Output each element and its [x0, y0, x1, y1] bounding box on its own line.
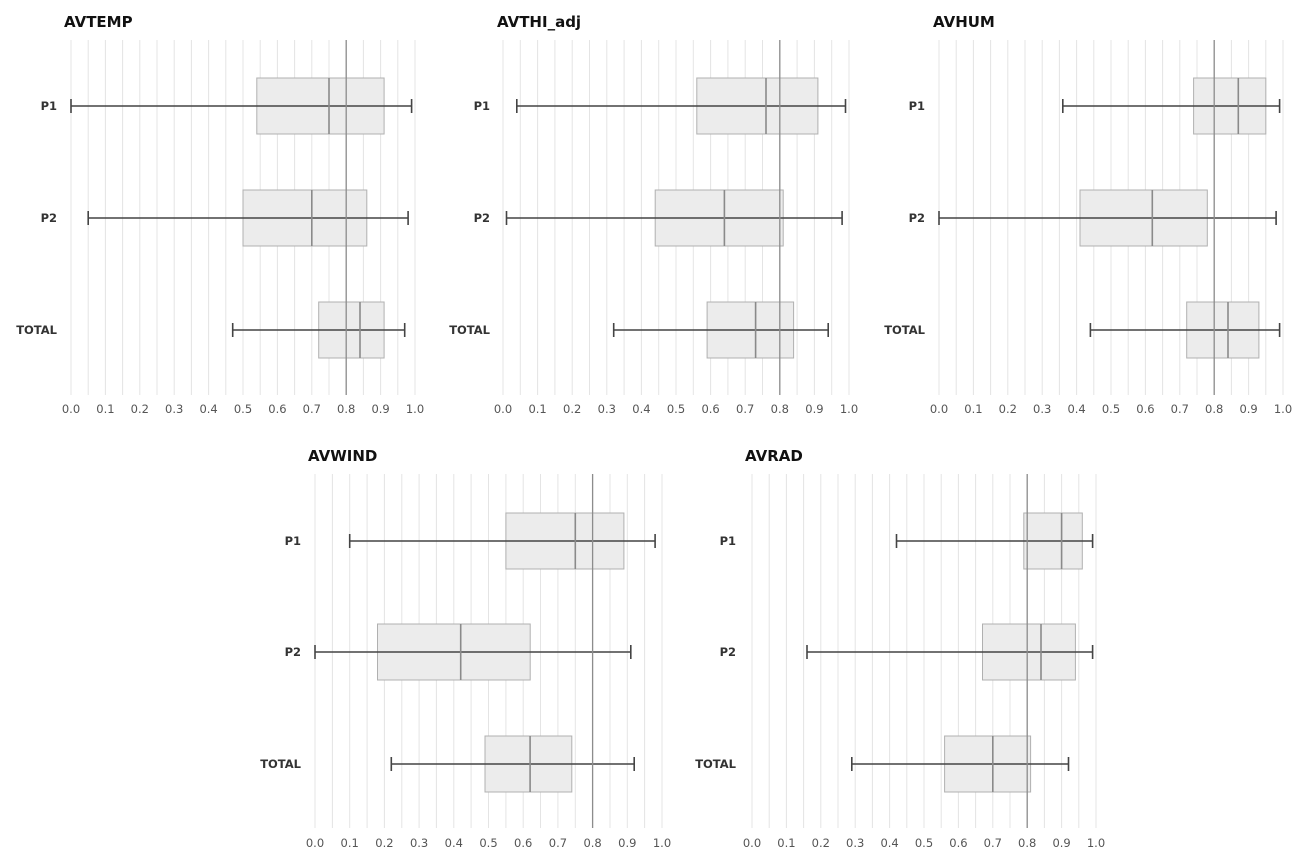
category-label: TOTAL — [260, 757, 301, 771]
tick-label: 0.5 — [1102, 402, 1120, 416]
tick-label: 0.9 — [618, 836, 636, 850]
tick-label: 0.1 — [341, 836, 359, 850]
tick-label: 0.9 — [805, 402, 823, 416]
tick-label: 0.1 — [964, 402, 982, 416]
panel-avtemp: AVTEMP 0.0 0.1 0.2 0.3 0.4 0.5 0.6 0.7 0.8 0.9 1.0 P… — [16, 13, 424, 416]
category-label: P1 — [285, 534, 301, 548]
x-axis-ticks: 0.0 0.1 0.2 0.3 0.4 0.5 0.6 0.7 0.8 0.9 1.0 — [930, 402, 1292, 416]
tick-label: 0.7 — [984, 836, 1002, 850]
tick-label: 0.0 — [494, 402, 512, 416]
tick-label: 0.4 — [199, 402, 217, 416]
tick-label: 0.2 — [563, 402, 581, 416]
panel-title: AVTHI_adj — [497, 13, 581, 31]
tick-label: 0.4 — [632, 402, 650, 416]
tick-label: 0.6 — [1136, 402, 1154, 416]
tick-label: 0.7 — [303, 402, 321, 416]
box-p1: P1 — [720, 513, 1093, 569]
tick-label: 0.8 — [1018, 836, 1036, 850]
category-label: P1 — [909, 99, 925, 113]
tick-label: 0.5 — [915, 836, 933, 850]
tick-label: 0.8 — [771, 402, 789, 416]
x-axis-ticks: 0.0 0.1 0.2 0.3 0.4 0.5 0.6 0.7 0.8 0.9 1.0 — [743, 836, 1105, 850]
x-axis-ticks: 0.0 0.1 0.2 0.3 0.4 0.5 0.6 0.7 0.8 0.9 1.0 — [494, 402, 858, 416]
panel-avwind: AVWIND 0.0 0.1 0.2 0.3 0.4 0.5 0.6 0.7 0.8 0.9 1.0 P… — [260, 447, 671, 850]
x-axis-ticks: 0.0 0.1 0.2 0.3 0.4 0.5 0.6 0.7 0.8 0.9 1.0 — [306, 836, 671, 850]
tick-label: 0.9 — [371, 402, 389, 416]
box-p2: P2 — [474, 190, 843, 246]
tick-label: 0.1 — [528, 402, 546, 416]
tick-label: 0.6 — [701, 402, 719, 416]
tick-label: 0.5 — [667, 402, 685, 416]
tick-label: 0.3 — [165, 402, 183, 416]
box-total: TOTAL — [884, 302, 1279, 358]
tick-label: 0.7 — [549, 836, 567, 850]
box-p2: P2 — [285, 624, 631, 680]
tick-label: 0.6 — [949, 836, 967, 850]
category-label: P2 — [41, 211, 57, 225]
category-label: P1 — [474, 99, 490, 113]
box-total: TOTAL — [260, 736, 634, 792]
tick-label: 0.5 — [234, 402, 252, 416]
box-p1: P1 — [285, 513, 656, 569]
tick-label: 0.7 — [736, 402, 754, 416]
tick-label: 0.0 — [306, 836, 324, 850]
tick-label: 0.4 — [445, 836, 463, 850]
tick-label: 0.0 — [743, 836, 761, 850]
panel-avhum: AVHUM 0.0 0.1 0.2 0.3 0.4 0.5 0.6 0.7 0.8 0.9 1.0 P1… — [884, 13, 1292, 416]
panel-avrad: AVRAD 0.0 0.1 0.2 0.3 0.4 0.5 0.6 0.7 0.8 0.9 1.0 P1… — [695, 447, 1105, 850]
box-total: TOTAL — [449, 302, 828, 358]
category-label: TOTAL — [16, 323, 57, 337]
tick-label: 1.0 — [653, 836, 671, 850]
tick-label: 0.2 — [999, 402, 1017, 416]
box-total: TOTAL — [695, 736, 1068, 792]
tick-label: 1.0 — [840, 402, 858, 416]
tick-label: 0.2 — [375, 836, 393, 850]
box-p1: P1 — [474, 78, 846, 134]
category-label: P2 — [720, 645, 736, 659]
tick-label: 0.9 — [1239, 402, 1257, 416]
category-label: TOTAL — [884, 323, 925, 337]
tick-label: 0.7 — [1171, 402, 1189, 416]
tick-label: 0.4 — [1067, 402, 1085, 416]
box-p2: P2 — [720, 624, 1093, 680]
tick-label: 0.3 — [1033, 402, 1051, 416]
x-axis-ticks: 0.0 0.1 0.2 0.3 0.4 0.5 0.6 0.7 0.8 0.9 1.0 — [62, 402, 424, 416]
tick-label: 0.6 — [268, 402, 286, 416]
tick-label: 0.2 — [812, 836, 830, 850]
panel-title: AVTEMP — [64, 13, 133, 31]
panel-title: AVWIND — [308, 447, 377, 465]
tick-label: 0.3 — [598, 402, 616, 416]
panel-title: AVRAD — [745, 447, 803, 465]
category-label: P2 — [474, 211, 490, 225]
category-label: P2 — [909, 211, 925, 225]
tick-label: 1.0 — [1087, 836, 1105, 850]
tick-label: 0.8 — [583, 836, 601, 850]
tick-label: 0.8 — [1205, 402, 1223, 416]
panel-title: AVHUM — [933, 13, 995, 31]
panel-avthi-adj: AVTHI_adj 0.0 0.1 0.2 0.3 0.4 0.5 0.6 0.7 0.8 0.9 1… — [449, 13, 858, 416]
tick-label: 0.8 — [337, 402, 355, 416]
category-label: TOTAL — [695, 757, 736, 771]
category-label: P2 — [285, 645, 301, 659]
box-p2: P2 — [41, 190, 409, 246]
box-p2: P2 — [909, 190, 1277, 246]
tick-label: 0.3 — [410, 836, 428, 850]
tick-label: 0.1 — [777, 836, 795, 850]
tick-label: 0.9 — [1052, 836, 1070, 850]
tick-label: 0.1 — [96, 402, 114, 416]
tick-label: 0.0 — [930, 402, 948, 416]
tick-label: 0.4 — [880, 836, 898, 850]
tick-label: 0.5 — [479, 836, 497, 850]
tick-label: 0.0 — [62, 402, 80, 416]
tick-label: 0.3 — [846, 836, 864, 850]
category-label: P1 — [720, 534, 736, 548]
tick-label: 0.2 — [131, 402, 149, 416]
category-label: P1 — [41, 99, 57, 113]
category-label: TOTAL — [449, 323, 490, 337]
tick-label: 0.6 — [514, 836, 532, 850]
tick-label: 1.0 — [406, 402, 424, 416]
tick-label: 1.0 — [1274, 402, 1292, 416]
